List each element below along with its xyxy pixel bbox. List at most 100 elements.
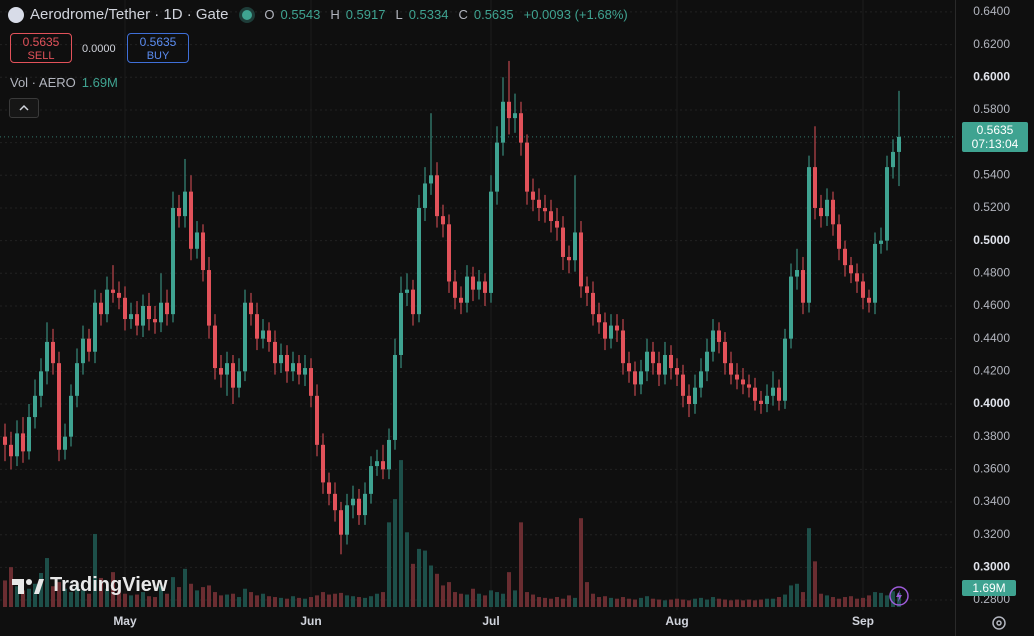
volume-bar (783, 594, 788, 607)
volume-bar (627, 598, 632, 607)
volume-bar (170, 577, 175, 607)
volume-bar (891, 591, 896, 607)
volume-bar (110, 572, 115, 607)
volume-bar (98, 577, 103, 607)
volume-bar (699, 597, 704, 607)
volume-bar (669, 599, 674, 607)
last-volume-tag: 1.69M (962, 580, 1016, 596)
volume-bar (362, 597, 367, 607)
volume-bar (789, 585, 794, 607)
volume-bar (825, 595, 830, 607)
volume-bar (104, 588, 109, 607)
candle-body (897, 136, 902, 152)
volume-bar (434, 573, 439, 607)
candle-body (56, 363, 61, 450)
candle-body (182, 191, 187, 217)
candle-body (615, 325, 620, 331)
candle-body (356, 498, 361, 516)
candle-body (489, 191, 494, 293)
volume-bar (254, 595, 259, 607)
candle-body (200, 232, 205, 271)
candle-body (296, 363, 301, 375)
volume-legend: Vol · AERO 1.69M (10, 75, 118, 90)
y-tick-label: 0.4800 (973, 265, 1010, 279)
candle-body (501, 101, 506, 143)
candle-body (657, 363, 662, 375)
candle-body (573, 232, 578, 261)
volume-bar (609, 597, 614, 607)
volume-bar (140, 592, 145, 607)
volume-bar (152, 597, 157, 607)
candle-body (80, 338, 85, 364)
volume-bar (56, 582, 61, 607)
volume-bar (555, 597, 560, 607)
volume-bar (765, 598, 770, 607)
candle-body (879, 240, 884, 244)
volume-bar (200, 587, 205, 607)
buy-price: 0.5635 (139, 35, 177, 49)
volume-bar (344, 595, 349, 607)
candle-body (26, 417, 31, 452)
symbol-title[interactable]: Aerodrome/Tether · 1D · Gate (30, 6, 229, 23)
volume-bar (440, 585, 445, 607)
volume-bar (380, 592, 385, 607)
candle-body (747, 384, 752, 388)
volume-bar (729, 600, 734, 607)
candle-body (188, 191, 193, 249)
candle-body (284, 354, 289, 372)
candle-body (753, 387, 758, 401)
candle-body (470, 276, 475, 290)
volume-bar (495, 592, 500, 607)
volume-bar (585, 582, 590, 607)
candle-body (675, 368, 680, 375)
candle-body (627, 363, 632, 372)
volume-bar (86, 593, 91, 607)
volume-bar (464, 594, 469, 607)
volume-bar (657, 599, 662, 607)
candle-body (350, 498, 355, 506)
candle-body (663, 354, 668, 375)
volume-bar (392, 499, 397, 607)
candle-body (873, 243, 878, 303)
volume-bar (837, 598, 842, 607)
last-price: 0.5635 (976, 122, 1014, 137)
sell-price: 0.5635 (22, 35, 60, 49)
volume-bar (350, 596, 355, 607)
ohlc-value: 0.5635 (473, 7, 514, 22)
candle-body (603, 322, 608, 339)
volume-bar (477, 593, 481, 607)
collapse-button[interactable] (9, 98, 39, 118)
volume-bar (633, 599, 638, 607)
volume-bar (332, 593, 337, 607)
candle-body (194, 232, 199, 249)
buy-button[interactable]: 0.5635 BUY (127, 33, 189, 63)
candle-body (218, 368, 223, 375)
volume-bar (507, 572, 512, 607)
volume-bar (531, 594, 536, 607)
candle-body (98, 302, 103, 315)
volume-bar (651, 598, 656, 607)
ohlc-value: 0.5334 (408, 7, 449, 22)
volume-bar (374, 593, 379, 607)
alert-icon[interactable] (888, 585, 910, 607)
volume-bar (278, 597, 283, 607)
candle-body (789, 276, 794, 339)
settings-icon[interactable] (990, 614, 1008, 632)
volume-bar (795, 583, 800, 607)
volume-bar (80, 590, 85, 607)
volume-bar (831, 597, 836, 607)
candle-body (555, 221, 560, 228)
candle-body (266, 330, 271, 342)
candle-body (669, 354, 674, 369)
legend-header: Aerodrome/Tether · 1D · Gate O 0.5543 H 0.… (8, 6, 632, 23)
candle-body (795, 270, 800, 277)
volume-bar (483, 595, 488, 607)
volume-bar (146, 596, 151, 607)
candle-body (549, 211, 554, 222)
volume-bar (489, 590, 494, 607)
candle-body (531, 191, 536, 200)
volume-bar (398, 460, 403, 607)
sell-button[interactable]: 0.5635 SELL (10, 33, 72, 63)
volume-bar (513, 590, 518, 607)
